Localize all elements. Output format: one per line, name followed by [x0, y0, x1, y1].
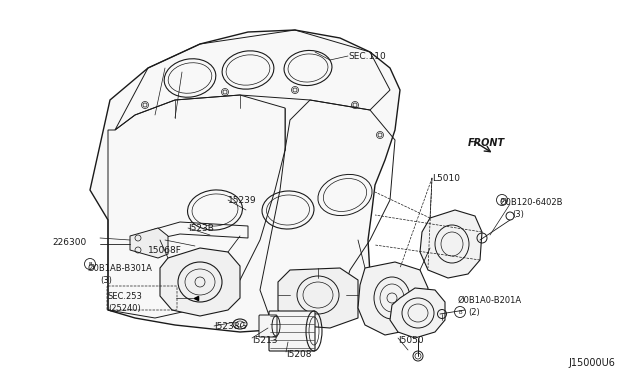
- Text: SEC.253: SEC.253: [108, 292, 143, 301]
- Text: SEC.110: SEC.110: [348, 52, 386, 61]
- Text: I5238G: I5238G: [214, 322, 246, 331]
- Text: B: B: [500, 198, 504, 202]
- Text: J15000U6: J15000U6: [568, 358, 615, 368]
- Text: L5010: L5010: [432, 174, 460, 183]
- Polygon shape: [130, 228, 168, 258]
- Polygon shape: [358, 262, 428, 335]
- Text: Ø0B120-6402B: Ø0B120-6402B: [500, 198, 563, 207]
- Text: I523B: I523B: [188, 224, 214, 233]
- Polygon shape: [420, 210, 482, 278]
- Text: 226300: 226300: [52, 238, 86, 247]
- Polygon shape: [390, 288, 445, 338]
- Text: (25240): (25240): [108, 304, 141, 313]
- Polygon shape: [278, 268, 358, 328]
- Text: 15239: 15239: [228, 196, 257, 205]
- Text: I5050: I5050: [398, 336, 424, 345]
- Polygon shape: [160, 248, 240, 316]
- Text: Ø0B1A0-B201A: Ø0B1A0-B201A: [458, 296, 522, 305]
- Polygon shape: [90, 30, 400, 332]
- Text: 15068F: 15068F: [148, 246, 182, 255]
- Text: B: B: [458, 310, 462, 314]
- Text: (3): (3): [100, 276, 112, 285]
- Text: I5213: I5213: [252, 336, 278, 345]
- Text: I5208: I5208: [286, 350, 312, 359]
- Text: (3): (3): [512, 210, 524, 219]
- FancyBboxPatch shape: [259, 315, 277, 337]
- Text: FRONT: FRONT: [468, 138, 505, 148]
- Text: Ø0B1AB-B301A: Ø0B1AB-B301A: [88, 264, 153, 273]
- FancyBboxPatch shape: [269, 311, 315, 351]
- Text: (2): (2): [468, 308, 480, 317]
- Text: B: B: [88, 262, 92, 266]
